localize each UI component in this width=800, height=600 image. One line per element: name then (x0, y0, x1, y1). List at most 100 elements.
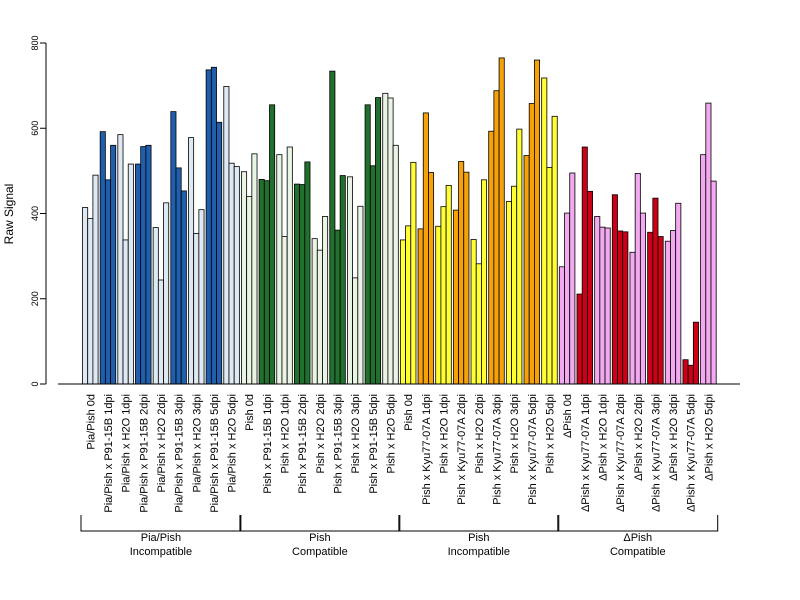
bar (339, 175, 346, 385)
bar (670, 230, 677, 385)
x-tick-label: Pish 0d (403, 394, 415, 431)
bar (233, 166, 240, 385)
bar (576, 293, 583, 385)
bar (546, 167, 553, 385)
x-tick-label: Pish x P91-15B 5dpi (368, 394, 380, 494)
bar (629, 251, 636, 385)
group-sublabel: Incompatible (130, 546, 192, 558)
bar (452, 209, 459, 385)
bar (440, 206, 447, 385)
bar (551, 115, 558, 385)
bar (622, 231, 629, 385)
x-tick-label: Pish x Kyu77-07A 2dpi (456, 394, 468, 505)
bar (611, 194, 618, 385)
bar (193, 233, 200, 385)
bar (581, 146, 588, 385)
bar (135, 163, 142, 385)
x-tick-label: ΔPish x H2O 1dpi (597, 394, 609, 481)
bar (682, 359, 689, 385)
bar (281, 236, 288, 385)
x-tick-label: Pia/Pish x H2O 5dpi (227, 394, 239, 492)
bar (210, 66, 217, 385)
bars (82, 57, 717, 385)
x-tick-label: ΔPish x Kyu77-07A 3dpi (650, 394, 662, 512)
bar (175, 167, 182, 385)
bar (346, 176, 353, 385)
x-tick-labels: Pia/Pish 0d Pia/Pish x P91-15B 1dpi Pia/Pi… (85, 394, 715, 513)
bar (205, 69, 212, 385)
x-tick-label: Pia/Pish x H2O 1dpi (121, 394, 133, 492)
bar (511, 185, 518, 385)
bar (334, 229, 341, 385)
x-tick-label: Pish x H2O 5dpi (544, 394, 556, 473)
bar (369, 165, 376, 385)
bar (241, 171, 248, 385)
bar (304, 161, 311, 385)
group-label: Pia/Pish (141, 532, 181, 544)
bar (435, 225, 442, 385)
bar (634, 173, 641, 385)
bar (127, 163, 134, 385)
x-tick-label: Pish 0d (244, 394, 256, 431)
x-tick-label: Pia/Pish x P91-15B 5dpi (209, 394, 221, 513)
bar (92, 174, 99, 385)
x-tick-label: Pish x H2O 2dpi (315, 394, 327, 473)
bar (251, 153, 258, 385)
x-tick-label: Pia/Pish x H2O 2dpi (156, 394, 168, 492)
y-tick-label: 400 (30, 206, 40, 221)
x-tick-label: Pish x P91-15B 1dpi (262, 394, 274, 494)
group-label: Pish (309, 532, 330, 544)
bar (140, 146, 147, 385)
group-label: Pish (468, 532, 489, 544)
bar (647, 231, 654, 385)
bar (523, 155, 530, 385)
bar (417, 228, 424, 385)
bar (445, 184, 452, 385)
bar (692, 321, 699, 385)
bar (475, 263, 482, 385)
bar (117, 134, 124, 385)
bar (534, 59, 541, 385)
bar (639, 212, 646, 385)
bar (586, 190, 593, 385)
x-tick-label: Pia/Pish x P91-15B 1dpi (103, 394, 115, 513)
bar (157, 279, 164, 385)
bar (223, 86, 230, 385)
bar (122, 239, 129, 385)
bar (498, 57, 505, 385)
x-tick-label: Pia/Pish x P91-15B 2dpi (138, 394, 150, 513)
bar (198, 209, 205, 385)
x-tick-label: Pish x Kyu77-07A 5dpi (527, 394, 539, 505)
x-tick-label: ΔPish x H2O 2dpi (633, 394, 645, 481)
x-tick-label: Pish x H2O 1dpi (280, 394, 292, 473)
bar (269, 104, 276, 385)
bar (675, 202, 682, 385)
group-sublabel: Incompatible (448, 546, 510, 558)
bar (87, 218, 94, 385)
bar (258, 178, 265, 385)
bar (352, 277, 359, 385)
bar (700, 154, 707, 385)
x-tick-label: ΔPish x H2O 3dpi (668, 394, 680, 481)
bar (188, 137, 195, 385)
group-bracket (398, 515, 560, 532)
x-tick-label: Pish x H2O 2dpi (474, 394, 486, 473)
x-tick-label: Pia/Pish x P91-15B 3dpi (174, 394, 186, 513)
bar (110, 144, 117, 385)
bar (82, 207, 89, 385)
group-bracket (80, 515, 242, 532)
group-label: ΔPish (623, 532, 652, 544)
group-brackets: Pia/Pish Incompatible Pish Compatible Pish In… (80, 515, 719, 558)
y-tick-label: 800 (30, 35, 40, 50)
bar (541, 77, 548, 385)
bar (428, 172, 435, 385)
y-tick-label: 200 (30, 291, 40, 306)
bar (145, 144, 152, 385)
bar (594, 216, 601, 385)
group-sublabel: Compatible (610, 546, 666, 558)
bar (705, 102, 712, 385)
bar (375, 97, 382, 385)
bar (104, 179, 111, 385)
x-tick-label: ΔPish x Kyu77-07A 1dpi (580, 394, 592, 512)
